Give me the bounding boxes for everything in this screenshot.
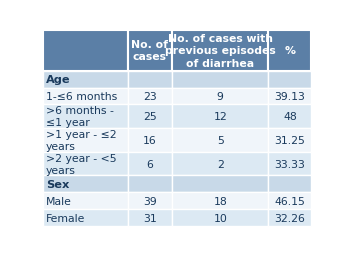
Bar xyxy=(43,176,128,193)
Text: 39: 39 xyxy=(143,196,157,206)
Bar xyxy=(268,193,311,209)
Bar xyxy=(172,88,268,105)
Text: 39.13: 39.13 xyxy=(274,92,306,102)
Bar xyxy=(128,152,172,176)
Bar xyxy=(43,152,128,176)
Bar xyxy=(268,30,311,71)
Bar xyxy=(268,129,311,152)
Text: 32.26: 32.26 xyxy=(274,213,306,223)
Text: 48: 48 xyxy=(283,112,297,122)
Text: %: % xyxy=(284,46,295,56)
Text: >2 year - <5
years: >2 year - <5 years xyxy=(46,153,117,175)
Bar xyxy=(268,71,311,88)
Text: 31: 31 xyxy=(143,213,157,223)
Text: >1 year - ≤2
years: >1 year - ≤2 years xyxy=(46,129,117,151)
Text: 25: 25 xyxy=(143,112,157,122)
Text: Age: Age xyxy=(46,75,71,85)
Bar xyxy=(172,105,268,129)
Text: 33.33: 33.33 xyxy=(274,159,306,169)
Text: 9: 9 xyxy=(217,92,224,102)
Text: 6: 6 xyxy=(146,159,153,169)
Bar xyxy=(268,152,311,176)
Bar xyxy=(43,193,128,209)
Text: 18: 18 xyxy=(213,196,227,206)
Text: >6 months -
≤1 year: >6 months - ≤1 year xyxy=(46,106,114,128)
Text: Male: Male xyxy=(46,196,72,206)
Text: 16: 16 xyxy=(143,135,157,145)
Bar xyxy=(172,152,268,176)
Bar xyxy=(128,176,172,193)
Bar xyxy=(172,193,268,209)
Text: Sex: Sex xyxy=(46,179,69,189)
Bar xyxy=(43,30,128,71)
Bar xyxy=(128,209,172,226)
Bar xyxy=(43,209,128,226)
Text: 5: 5 xyxy=(217,135,224,145)
Text: No. of cases with
previous episodes
of diarrhea: No. of cases with previous episodes of d… xyxy=(165,34,276,68)
Bar xyxy=(172,30,268,71)
Bar xyxy=(128,30,172,71)
Bar xyxy=(43,88,128,105)
Bar xyxy=(128,105,172,129)
Bar xyxy=(43,105,128,129)
Text: 23: 23 xyxy=(143,92,157,102)
Bar xyxy=(268,209,311,226)
Bar xyxy=(172,176,268,193)
Bar xyxy=(43,129,128,152)
Text: 2: 2 xyxy=(217,159,224,169)
Bar xyxy=(172,71,268,88)
Text: 12: 12 xyxy=(213,112,227,122)
Bar xyxy=(128,193,172,209)
Bar xyxy=(128,71,172,88)
Bar xyxy=(268,105,311,129)
Text: 10: 10 xyxy=(213,213,227,223)
Bar xyxy=(128,88,172,105)
Bar xyxy=(268,176,311,193)
Bar xyxy=(43,71,128,88)
Text: Female: Female xyxy=(46,213,85,223)
Text: 1-≤6 months: 1-≤6 months xyxy=(46,92,117,102)
Text: 46.15: 46.15 xyxy=(274,196,306,206)
Text: No. of
cases: No. of cases xyxy=(131,40,169,62)
Bar xyxy=(172,209,268,226)
Text: 31.25: 31.25 xyxy=(274,135,306,145)
Bar xyxy=(268,88,311,105)
Bar xyxy=(128,129,172,152)
Bar xyxy=(172,129,268,152)
